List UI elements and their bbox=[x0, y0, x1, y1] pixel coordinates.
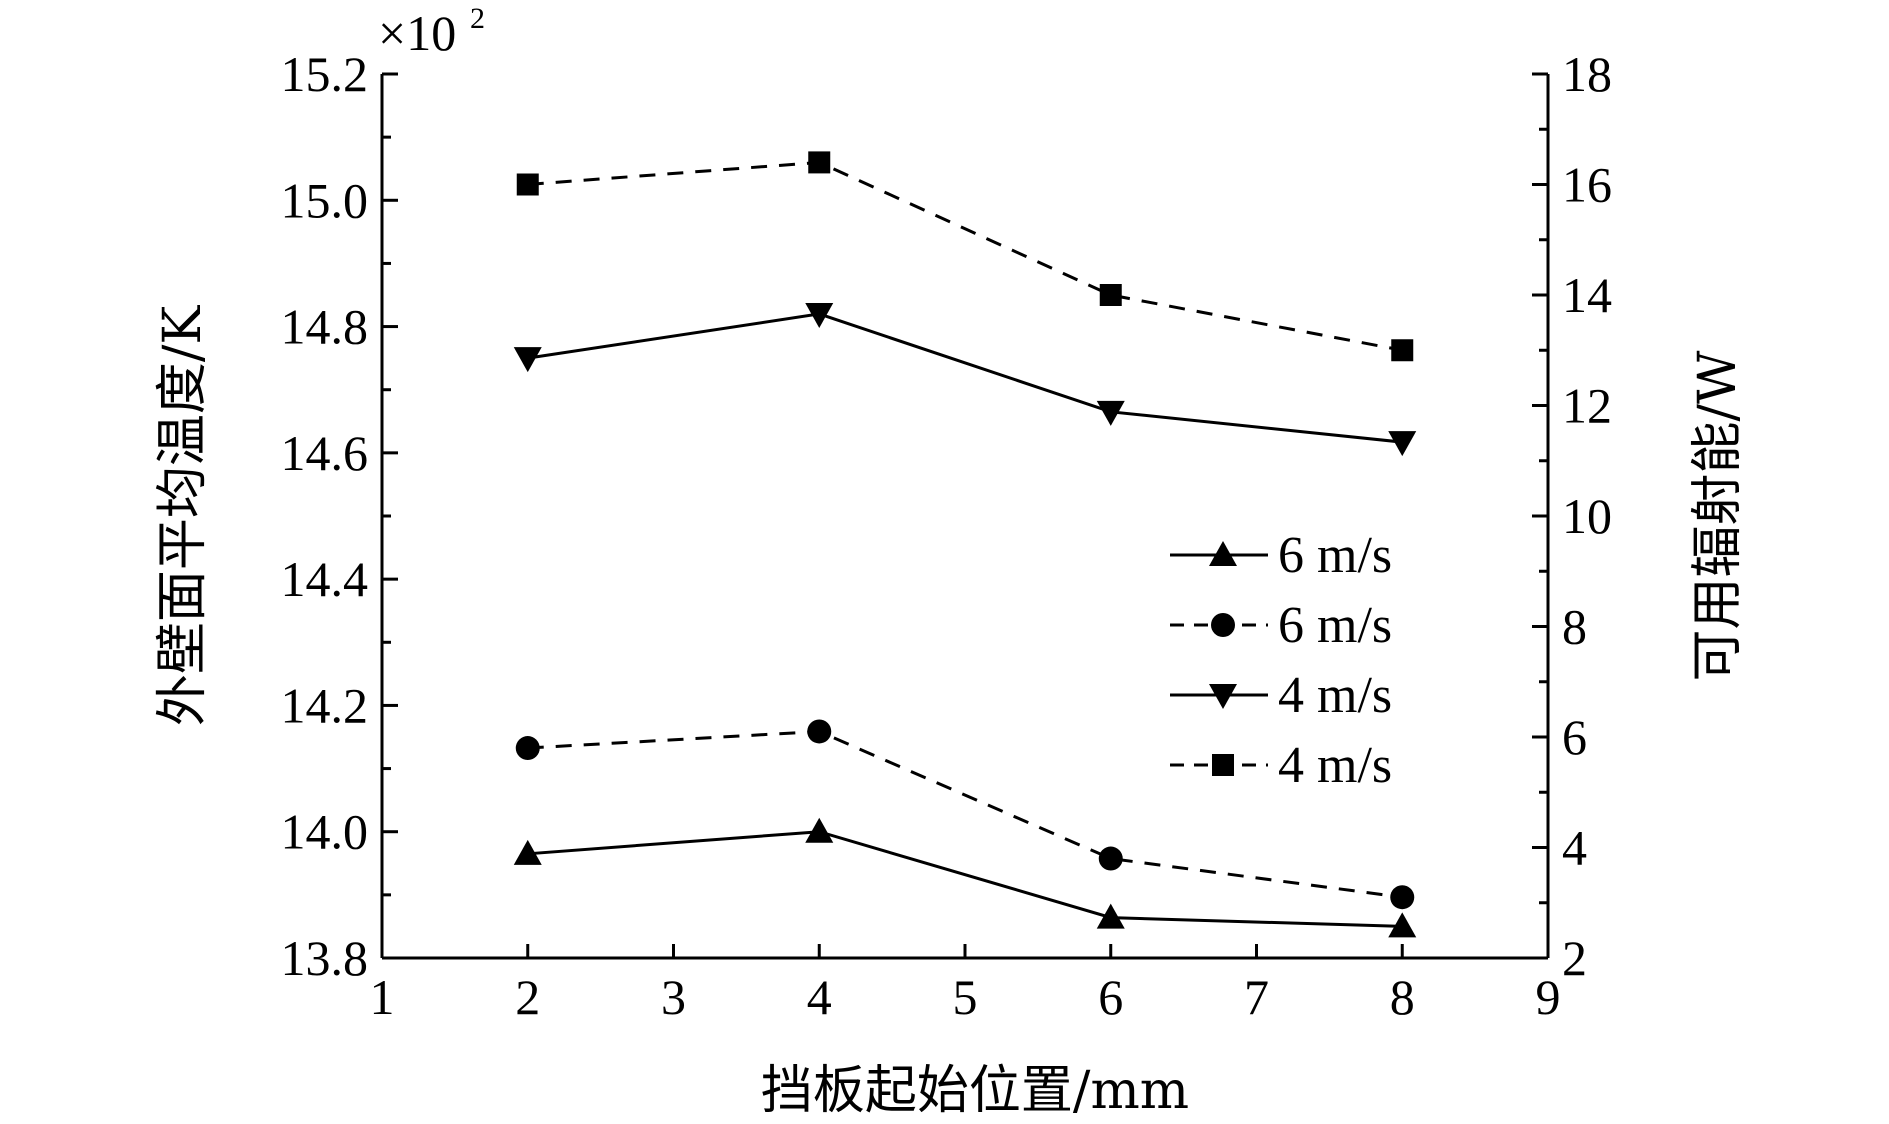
x-tick-label: 4 bbox=[807, 969, 832, 1025]
left-axis-multiplier: ×10 bbox=[378, 5, 456, 61]
series-line bbox=[527, 312, 1403, 444]
data-point bbox=[807, 719, 832, 744]
series-group bbox=[513, 151, 1417, 938]
x-tick-label: 2 bbox=[515, 969, 540, 1025]
right-y-tick-label: 16 bbox=[1562, 157, 1612, 213]
legend-marker bbox=[1212, 754, 1234, 776]
right-y-tick-label: 4 bbox=[1562, 820, 1587, 876]
x-tick-label: 7 bbox=[1244, 969, 1269, 1025]
data-point bbox=[805, 302, 834, 328]
data-point bbox=[1098, 846, 1123, 871]
data-point bbox=[1099, 284, 1122, 306]
data-point bbox=[513, 839, 542, 865]
legend-item: 4 m/s bbox=[1170, 667, 1392, 724]
data-point bbox=[516, 173, 539, 196]
left-y-tick-label: 14.4 bbox=[281, 551, 369, 607]
x-tick-label: 8 bbox=[1390, 969, 1415, 1025]
legend-marker bbox=[1209, 541, 1237, 566]
legend-label: 4 m/s bbox=[1278, 737, 1392, 794]
legend-marker bbox=[1209, 684, 1237, 709]
legend-label: 6 m/s bbox=[1278, 527, 1392, 584]
x-tick-label: 1 bbox=[370, 969, 395, 1025]
right-y-tick-label: 6 bbox=[1562, 709, 1587, 765]
data-point bbox=[1390, 885, 1415, 910]
legend-item: 6 m/s bbox=[1170, 597, 1392, 654]
legend-label: 4 m/s bbox=[1278, 667, 1392, 724]
series-line bbox=[527, 160, 1403, 352]
left-y-tick-label: 15.0 bbox=[281, 172, 369, 228]
left-axis-multiplier-exponent: 2 bbox=[470, 2, 485, 35]
data-point bbox=[1388, 912, 1417, 938]
data-point bbox=[1096, 903, 1125, 929]
series-line bbox=[527, 729, 1403, 899]
left-y-axis-title: 外壁面平均温度/K bbox=[153, 305, 213, 727]
data-point bbox=[805, 817, 834, 843]
x-tick-label: 6 bbox=[1098, 969, 1123, 1025]
data-point bbox=[1096, 400, 1125, 426]
x-tick-label: 5 bbox=[953, 969, 978, 1025]
x-axis-title: 挡板起始位置/mm bbox=[761, 1061, 1189, 1121]
right-y-axis-title: 可用辐射能/W bbox=[1688, 350, 1748, 682]
left-y-tick-label: 15.2 bbox=[281, 46, 369, 102]
series-3 bbox=[513, 302, 1417, 457]
legend-item: 6 m/s bbox=[1170, 527, 1392, 584]
left-y-tick-label: 13.8 bbox=[281, 930, 369, 986]
legend-label: 6 m/s bbox=[1278, 597, 1392, 654]
legend: 6 m/s 6 m/s 4 m/s 4 m/s bbox=[1170, 527, 1392, 794]
left-y-tick-label: 14.0 bbox=[281, 804, 369, 860]
x-tick-label: 3 bbox=[661, 969, 686, 1025]
data-point bbox=[513, 347, 542, 373]
legend-marker bbox=[1211, 613, 1235, 637]
axes: 1 2 3 4 5 6 7 8 913.814.014.214.414.614.815.015.… bbox=[153, 46, 1748, 1121]
right-y-tick-label: 14 bbox=[1562, 267, 1612, 323]
series-4 bbox=[516, 151, 1414, 362]
right-y-tick-label: 10 bbox=[1562, 488, 1612, 544]
series-2 bbox=[515, 719, 1415, 910]
left-y-tick-label: 14.8 bbox=[281, 299, 369, 355]
legend-item: 4 m/s bbox=[1170, 737, 1392, 794]
right-y-tick-label: 2 bbox=[1562, 930, 1587, 986]
data-point bbox=[808, 151, 831, 174]
data-point bbox=[515, 736, 540, 761]
right-y-tick-label: 8 bbox=[1562, 599, 1587, 655]
data-point bbox=[1391, 339, 1414, 362]
right-y-tick-label: 18 bbox=[1562, 46, 1612, 102]
right-y-tick-label: 12 bbox=[1562, 378, 1612, 434]
x-tick-label: 9 bbox=[1536, 969, 1561, 1025]
data-point bbox=[1388, 431, 1417, 457]
series-1 bbox=[513, 817, 1417, 938]
series-line bbox=[527, 830, 1403, 928]
left-y-tick-label: 14.2 bbox=[281, 677, 369, 733]
left-y-tick-label: 14.6 bbox=[281, 425, 369, 481]
